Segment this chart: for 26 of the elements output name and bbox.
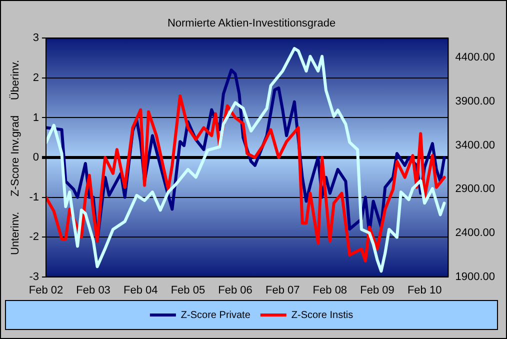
chart-title: Normierte Aktien-Investitionsgrade	[167, 18, 336, 30]
y2-tick-label: 4400.00	[455, 52, 496, 64]
y2-tick-label: 3400.00	[455, 139, 496, 152]
y-tick-label: 1	[32, 112, 39, 124]
y2-tick-label: 3900.00	[455, 95, 496, 108]
x-tick-label: Feb 09	[360, 284, 394, 296]
y-tick-label: 2	[32, 72, 39, 84]
y2-tick-label: 2400.00	[455, 226, 496, 239]
y-tick-label: 0	[32, 152, 39, 164]
x-tick-label: Feb 06	[218, 284, 252, 296]
y-tick-label: -3	[29, 270, 39, 283]
y-tick-label: 3	[32, 32, 39, 44]
x-tick-label: Feb 04	[124, 284, 158, 296]
x-tick-label: Feb 02	[28, 284, 64, 296]
y2-tick-label: 2900.00	[455, 183, 496, 196]
legend-label: Z-Score Private	[180, 310, 251, 321]
x-tick-label: Feb 08	[312, 284, 348, 296]
y-axis-title: Unterinv. Z-Score Inv.grad Überinv.	[8, 60, 22, 256]
x-tick-label: Feb 03	[76, 284, 110, 296]
y-tick-label: -2	[29, 231, 39, 244]
legend-label: Z-Score Instis	[291, 310, 354, 321]
x-tick-label: Feb 07	[265, 284, 300, 296]
y-tick-label: -1	[29, 191, 39, 204]
x-tick-label: Feb 05	[170, 284, 206, 296]
x-tick-label: Feb 10	[407, 284, 442, 296]
y2-tick-label: 1900.00	[455, 270, 496, 283]
